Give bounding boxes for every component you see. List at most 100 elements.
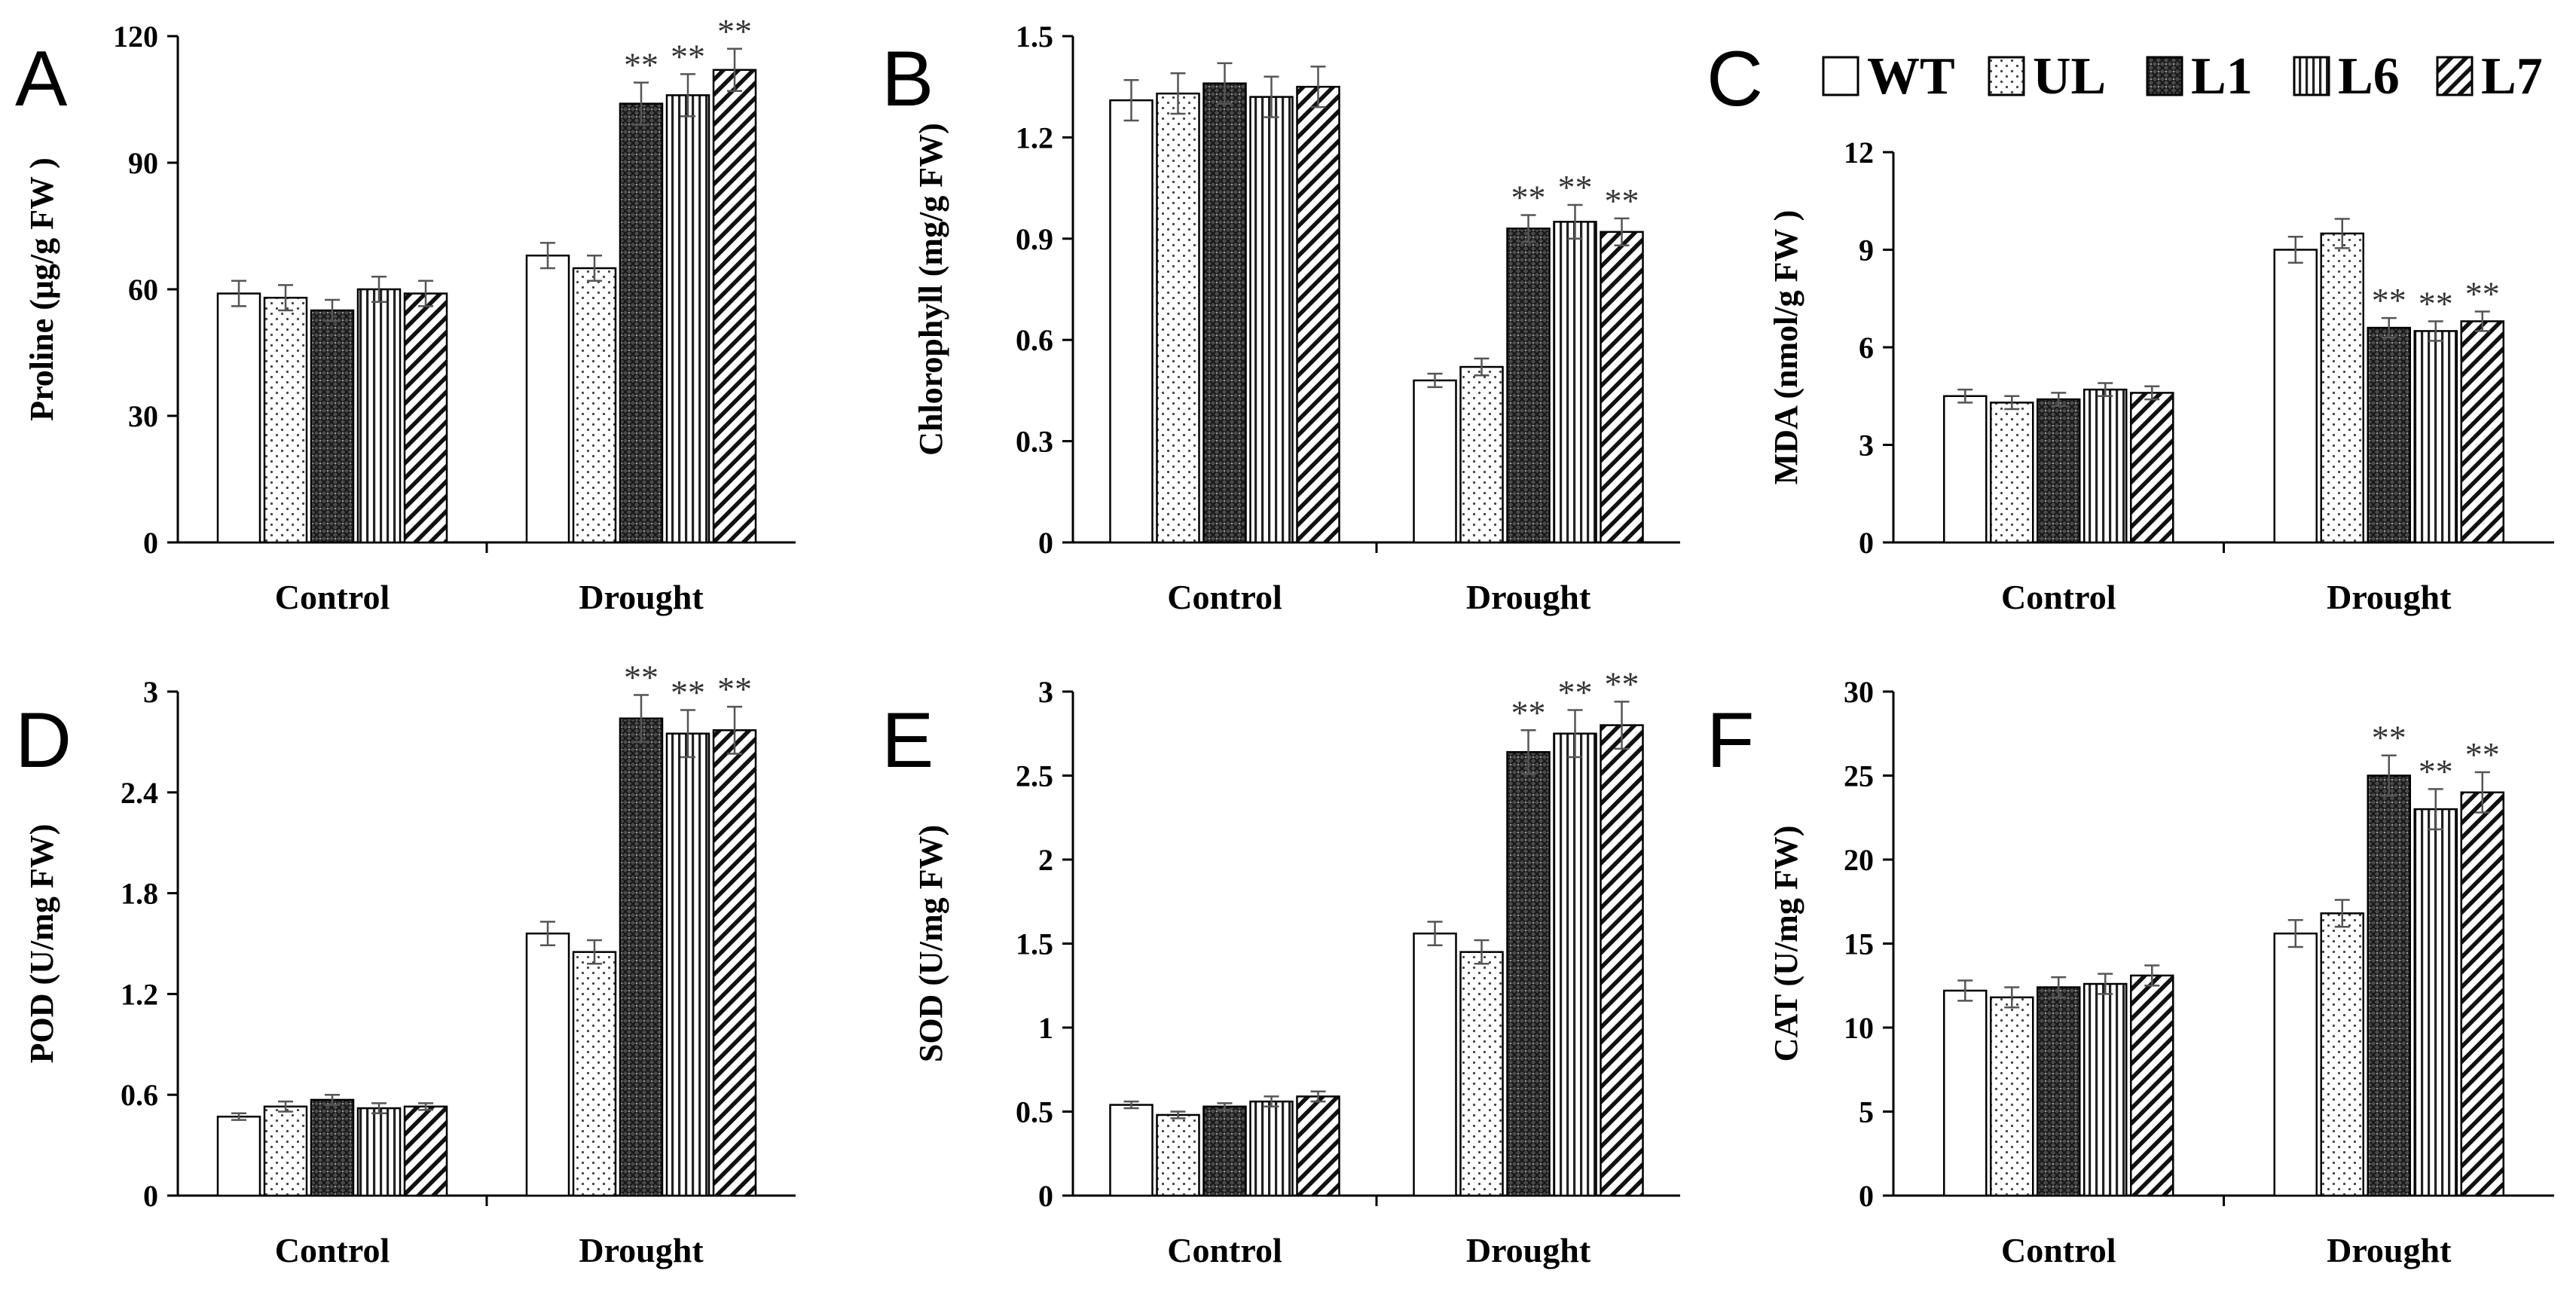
- legend: WT UL L1 L6 L7: [1822, 47, 2543, 105]
- panel-d-ytick-label-3: 3: [143, 675, 158, 709]
- panel-a-bar-wt-control: [216, 292, 261, 544]
- panel-c-bar-l1-control: [2037, 398, 2081, 544]
- panel-d-bar-l7-drought-significance: **: [717, 670, 752, 708]
- panel-b-bar-l7-control: [1296, 85, 1340, 544]
- panel-f-bar-l7-control: [2130, 974, 2174, 1197]
- panel-c-bar-l1-drought: [2367, 326, 2411, 544]
- panel-d-bar-l6-drought-significance: **: [671, 674, 705, 712]
- panel-e-letter: E: [882, 697, 934, 784]
- panel-d-bar-l1-control: [310, 1098, 355, 1197]
- legend-label-wt: WT: [1867, 47, 1955, 105]
- legend-item-l1: L1: [2146, 47, 2253, 105]
- panel-a-ytick-label-120: 120: [113, 20, 158, 53]
- panel-e-bar-l1-drought-significance: **: [1511, 693, 1546, 732]
- panel-a-category-drought: Drought: [579, 578, 704, 616]
- panel-d-ytick-label-0: 0: [143, 1179, 158, 1213]
- panel-a-bar-wt-drought: [525, 254, 570, 544]
- panel-c-bar-l6-control: [2083, 388, 2128, 544]
- panel-a-y-label: Proline (μg/g FW ): [23, 157, 60, 421]
- panel-a-bar-l1-drought-significance: **: [624, 46, 659, 84]
- panel-c-y-label: MDA (nmol/g FW ): [1768, 210, 1804, 485]
- panel-e: E 0 0.5 1 1.5 2 2.5 3 SOD (U/mg FW) Control Drough…: [882, 664, 1680, 1269]
- panel-b-bar-wt-drought: [1413, 379, 1457, 544]
- panel-a-bar-ul-control: [263, 296, 308, 544]
- panel-e-bar-wt-drought: [1413, 932, 1457, 1197]
- panel-c-bar-wt-control: [1943, 395, 1988, 544]
- panel-f-bar-l1-drought-significance: **: [2372, 719, 2406, 757]
- panel-b-ytick-label-1-2: 1.2: [1016, 121, 1053, 154]
- panel-a-bar-ul-drought: [572, 267, 617, 544]
- panel-f-letter: F: [1707, 697, 1755, 784]
- panel-d-bar-l1-drought-significance: **: [624, 658, 659, 696]
- panel-f-ytick-label-10: 10: [1844, 1011, 1874, 1045]
- panel-b-bar-l6-drought-significance: **: [1558, 168, 1593, 206]
- panel-a: A 0 30 60 90 120 Proline (μg/g FW ) Control Drou…: [15, 12, 796, 616]
- legend-item-ul: UL: [1988, 47, 2106, 105]
- panel-a-ytick-label-0: 0: [143, 526, 158, 560]
- panel-f-ytick-label-5: 5: [1859, 1095, 1874, 1129]
- panel-f-bar-l6-drought-significance: **: [2419, 752, 2453, 790]
- panel-f-bar-ul-drought: [2320, 912, 2364, 1197]
- legend-label-ul: UL: [2033, 47, 2106, 105]
- panel-b-bar-l6-drought: [1553, 221, 1597, 544]
- panel-b-bar-l1-control: [1202, 82, 1247, 544]
- panel-c-bar-l1-drought-significance: **: [2372, 281, 2406, 319]
- panel-b-bar-ul-control: [1156, 92, 1200, 544]
- panel-a-bar-l7-control: [403, 292, 448, 544]
- panel-f-bar-wt-drought: [2273, 932, 2318, 1197]
- panel-b-ytick-label-1-5: 1.5: [1016, 20, 1053, 53]
- panel-b-bar-l6-control: [1249, 96, 1294, 544]
- panel-a-bar-l7-drought: [712, 69, 757, 544]
- panel-c-ytick-label-12: 12: [1844, 136, 1874, 170]
- panel-c-ytick-label-3: 3: [1859, 429, 1874, 463]
- panel-a-ytick-label-60: 60: [128, 273, 158, 307]
- panel-e-ytick-label-2: 2: [1038, 843, 1053, 877]
- panel-b-bar-l7-drought-significance: **: [1605, 182, 1639, 220]
- panel-a-bar-l1-control: [310, 309, 355, 544]
- panel-b-category-control: Control: [1167, 578, 1282, 616]
- panel-d-bar-wt-drought: [525, 932, 570, 1197]
- panel-f-category-control: Control: [2001, 1231, 2116, 1269]
- panel-d-bar-l7-control: [403, 1105, 448, 1197]
- legend-swatch-l7: [2436, 56, 2474, 96]
- legend-item-l6: L6: [2293, 47, 2400, 105]
- panel-c: C 0 3 6 9 12 MDA (nmol/g FW ) Control Drought ** *…: [1707, 35, 2554, 616]
- legend-swatch-l1: [2146, 56, 2183, 96]
- panel-c-category-drought: Drought: [2327, 578, 2452, 616]
- panel-b-bar-l1-drought: [1506, 228, 1551, 544]
- panel-e-ytick-label-3: 3: [1038, 675, 1053, 709]
- panel-d-bar-wt-control: [216, 1115, 261, 1197]
- panel-d-bar-ul-drought: [572, 951, 617, 1197]
- panel-b-letter: B: [882, 35, 934, 123]
- panel-f-bar-l1-drought: [2367, 774, 2411, 1197]
- legend-item-wt: WT: [1822, 47, 1955, 105]
- panel-e-bar-l7-control: [1296, 1095, 1340, 1197]
- panel-e-bar-ul-drought: [1459, 951, 1504, 1197]
- panel-c-bar-ul-control: [1990, 402, 2034, 544]
- panel-f-bar-l1-control: [2037, 986, 2081, 1197]
- panel-d-y-label: POD (U/mg FW): [23, 824, 60, 1064]
- panel-e-bar-l7-drought: [1600, 724, 1644, 1197]
- panel-b-ytick-label-0: 0: [1038, 526, 1053, 560]
- panel-c-category-control: Control: [2001, 578, 2116, 616]
- panel-f-bar-l7-drought-significance: **: [2465, 735, 2500, 774]
- panel-b-bar-ul-drought: [1459, 365, 1504, 544]
- panel-e-bar-wt-control: [1109, 1104, 1154, 1197]
- panel-c-bar-l6-drought: [2413, 330, 2458, 544]
- legend-item-l7: L7: [2436, 47, 2543, 105]
- panel-f-bar-ul-control: [1990, 996, 2034, 1197]
- legend-label-l7: L7: [2481, 47, 2543, 105]
- panel-e-ytick-label-1: 1: [1038, 1011, 1053, 1045]
- panel-b-ytick-label-0-9: 0.9: [1016, 222, 1053, 256]
- panel-d-ytick-label-1-8: 1.8: [121, 877, 158, 911]
- panel-a-bar-l6-drought: [665, 94, 710, 544]
- legend-swatch-ul: [1988, 56, 2025, 96]
- panel-c-ytick-label-0: 0: [1859, 526, 1874, 560]
- panel-c-letter: C: [1707, 35, 1763, 123]
- panel-d-ytick-label-2-4: 2.4: [121, 776, 158, 810]
- panel-b-bar-l1-drought-significance: **: [1511, 178, 1546, 216]
- panel-e-bar-l1-drought: [1506, 751, 1551, 1197]
- legend-label-l1: L1: [2191, 47, 2253, 105]
- panel-c-bar-l7-drought: [2460, 320, 2504, 544]
